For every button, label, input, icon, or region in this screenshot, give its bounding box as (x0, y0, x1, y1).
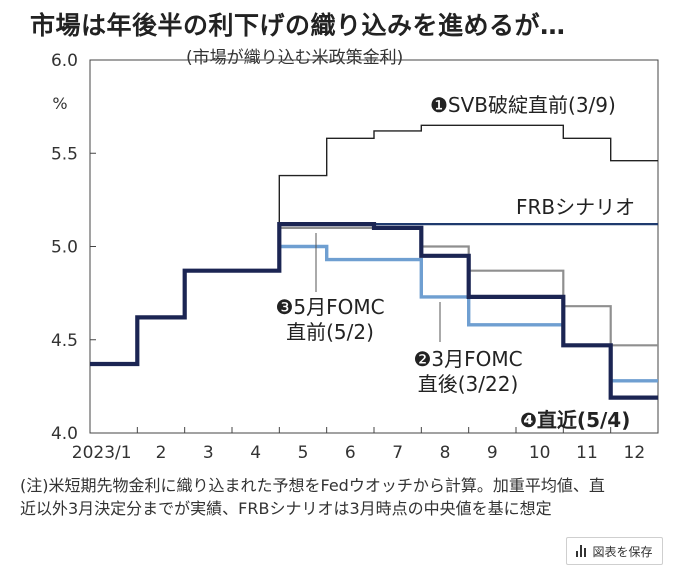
x-tick-label: 6 (345, 443, 356, 463)
chart-note: (注)米短期先物金利に織り込まれた予想をFedウオッチから計算。加重平均値、直 … (20, 474, 675, 520)
series-label-3: 直後(3/22) (418, 372, 519, 396)
x-tick-label: 9 (487, 443, 498, 463)
chart-subtitle: (市場が織り込む米政策金利) (186, 48, 404, 68)
series-label-1: FRBシナリオ (516, 195, 635, 219)
y-tick-label: 6.0 (51, 51, 78, 71)
x-tick-label: 3 (203, 443, 214, 463)
x-tick-label: 2 (156, 443, 167, 463)
note-line-2: 近以外3月決定分までが実績、FRBシナリオは3月時点の中央値を基に想定 (20, 499, 552, 518)
x-tick-label: 11 (576, 443, 598, 463)
chart-series (90, 124, 658, 400)
y-axis-unit: % (52, 94, 67, 113)
series-label-2: ❸5月FOMC (275, 295, 384, 319)
y-tick-label: 5.5 (51, 144, 78, 164)
y-tick-label: 4.5 (51, 331, 78, 351)
x-tick-label: 5 (298, 443, 309, 463)
note-line-1: (注)米短期先物金利に織り込まれた予想をFedウオッチから計算。加重平均値、直 (20, 476, 605, 495)
y-tick-label: 5.0 (51, 238, 78, 258)
x-tick-label: 8 (440, 443, 451, 463)
bar-chart-icon (576, 545, 587, 557)
series-line-4 (90, 222, 658, 400)
x-tick-label: 12 (624, 443, 646, 463)
y-tick-label: 4.0 (51, 424, 78, 444)
chart-axes: 4.0 4.5 5.0 5.5 6.0% 2023/1 2 3 4 5 6 7 8 9 10 11 12 (51, 51, 659, 463)
x-tick-label: 4 (250, 443, 261, 463)
x-tick-label: 7 (392, 443, 403, 463)
series-label-2: 直前(5/2) (286, 320, 374, 344)
series-line-0 (90, 124, 658, 365)
line-chart: 4.0 4.5 5.0 5.5 6.0% 2023/1 2 3 4 5 6 7 8 9 10 11 12 ❶SV… (51, 51, 659, 463)
series-label-0: ❶SVB破綻直前(3/9) (430, 93, 616, 117)
x-tick-label: 10 (529, 443, 551, 463)
chart-title: 市場は年後半の利下げの織り込みを進めるが… (30, 11, 566, 40)
save-chart-button[interactable]: 図表を保存 (566, 537, 663, 565)
series-label-4: ❹直近(5/4) (520, 408, 630, 432)
save-chart-label: 図表を保存 (592, 544, 653, 559)
x-tick-label: 2023/1 (72, 443, 132, 463)
series-label-3: ❷3月FOMC (413, 347, 522, 371)
